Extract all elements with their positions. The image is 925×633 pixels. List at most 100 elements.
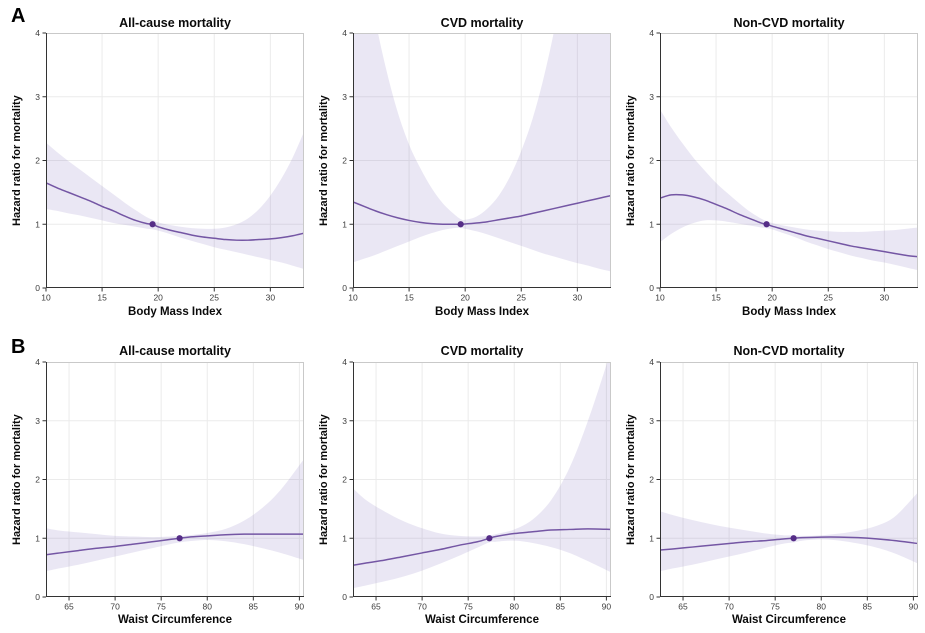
svg-text:4: 4 [342,28,347,38]
panel-a-cvd: CVD mortality Hazard ratio for mortality… [313,4,615,322]
plot-canvas: 10 15 20 25 30 0 1 2 3 4 [649,28,918,303]
hazard-ratio-curve [660,536,918,551]
svg-text:4: 4 [342,357,347,367]
svg-text:90: 90 [909,602,919,612]
plot-canvas: 10 15 20 25 30 0 1 2 3 4 [342,28,611,303]
svg-text:3: 3 [649,416,654,426]
svg-text:1: 1 [649,219,654,229]
svg-text:1: 1 [649,533,654,543]
x-axis-label: Body Mass Index [435,306,529,318]
svg-text:1: 1 [342,533,347,543]
svg-text:4: 4 [35,357,40,367]
reference-point-marker [149,221,156,228]
svg-text:2: 2 [342,156,347,166]
y-axis-label: Hazard ratio for mortality [318,95,330,226]
svg-text:0: 0 [35,283,40,293]
reference-point-marker [457,221,464,228]
section-label-b: B [11,336,26,358]
svg-text:65: 65 [371,602,381,612]
svg-text:10: 10 [655,293,665,303]
svg-text:90: 90 [295,602,305,612]
y-axis-label: Hazard ratio for mortality [11,95,23,226]
y-axis-label: Hazard ratio for mortality [318,414,330,545]
reference-point-marker [176,535,183,542]
svg-text:90: 90 [602,602,612,612]
svg-text:2: 2 [35,156,40,166]
plot-canvas: 65 70 75 80 85 90 0 1 2 3 4 [342,357,611,612]
svg-text:85: 85 [249,602,259,612]
panel-title: Non-CVD mortality [733,16,845,30]
svg-text:20: 20 [153,293,163,303]
svg-text:0: 0 [342,592,347,602]
svg-text:30: 30 [880,293,890,303]
svg-text:20: 20 [767,293,777,303]
panel-b-non-cvd: Non-CVD mortality Hazard ratio for morta… [620,342,922,630]
svg-text:2: 2 [35,475,40,485]
svg-text:80: 80 [203,602,213,612]
y-axis-label: Hazard ratio for mortality [11,414,23,545]
hazard-ratio-curve [46,533,304,556]
svg-text:0: 0 [342,283,347,293]
svg-text:4: 4 [35,28,40,38]
panel-title: CVD mortality [440,344,524,358]
svg-text:3: 3 [35,416,40,426]
panel-title: All-cause mortality [119,344,231,358]
svg-text:75: 75 [770,602,780,612]
x-axis-label: Waist Circumference [425,614,539,626]
hazard-ratio-curve [353,528,611,567]
svg-text:30: 30 [266,293,276,303]
svg-text:0: 0 [649,283,654,293]
y-axis-label: Hazard ratio for mortality [625,95,637,226]
svg-text:2: 2 [649,475,654,485]
panel-a-all-cause: All-cause mortality Hazard ratio for mor… [6,4,308,322]
x-axis-label: Waist Circumference [118,614,232,626]
svg-text:70: 70 [110,602,120,612]
plot-canvas: 65 70 75 80 85 90 0 1 2 3 4 [649,357,918,612]
hazard-ratio-curve [353,194,611,226]
svg-text:70: 70 [417,602,427,612]
svg-text:1: 1 [342,219,347,229]
x-axis-label: Body Mass Index [128,306,222,318]
svg-text:4: 4 [649,357,654,367]
panel-b-all-cause: All-cause mortality Hazard ratio for mor… [6,342,308,630]
svg-text:15: 15 [711,293,721,303]
hazard-ratio-curve [660,193,918,258]
svg-text:3: 3 [342,92,347,102]
svg-text:0: 0 [35,592,40,602]
svg-text:1: 1 [35,219,40,229]
svg-text:0: 0 [649,592,654,602]
svg-text:30: 30 [573,293,583,303]
svg-text:80: 80 [510,602,520,612]
y-axis-label: Hazard ratio for mortality [625,414,637,545]
svg-text:25: 25 [824,293,834,303]
x-axis-label: Body Mass Index [742,306,836,318]
svg-text:75: 75 [156,602,166,612]
svg-text:3: 3 [342,416,347,426]
section-label-a: A [11,5,26,27]
svg-text:20: 20 [460,293,470,303]
svg-text:10: 10 [41,293,51,303]
panel-a-non-cvd: Non-CVD mortality Hazard ratio for morta… [620,4,922,322]
svg-text:65: 65 [64,602,74,612]
plot-canvas: 10 15 20 25 30 0 1 2 3 4 [35,28,304,303]
svg-text:25: 25 [517,293,527,303]
svg-text:80: 80 [817,602,827,612]
svg-text:2: 2 [342,475,347,485]
svg-text:1: 1 [35,533,40,543]
svg-text:75: 75 [463,602,473,612]
panel-b-cvd: CVD mortality Hazard ratio for mortality… [313,342,615,630]
panel-title: Non-CVD mortality [733,344,845,358]
svg-text:15: 15 [404,293,414,303]
svg-text:15: 15 [97,293,107,303]
panel-title: All-cause mortality [119,16,231,30]
svg-text:3: 3 [649,92,654,102]
reference-point-marker [790,535,797,542]
x-axis-label: Waist Circumference [732,614,846,626]
svg-text:25: 25 [210,293,220,303]
svg-text:2: 2 [649,156,654,166]
panel-title: CVD mortality [440,16,524,30]
svg-text:10: 10 [348,293,358,303]
svg-text:70: 70 [724,602,734,612]
hazard-ratio-curve [46,182,304,242]
